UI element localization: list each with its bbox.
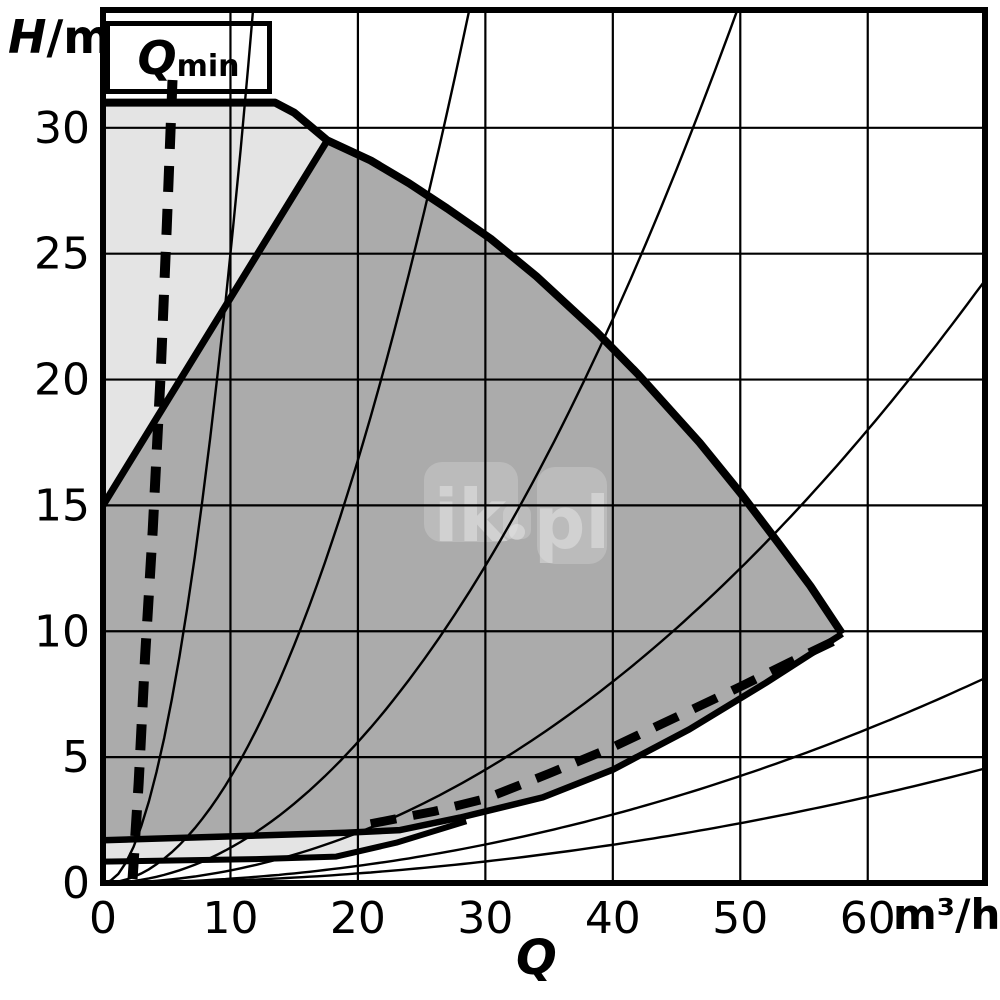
system-curve [175, 767, 983, 881]
grid-lines [103, 10, 985, 883]
qmin-dashed-curve [127, 79, 178, 881]
y-axis-unit-label: H/m [8, 10, 111, 64]
tick-labels: 0 10 20 30 40 50 60 0 5 10 15 20 25 30 [34, 103, 896, 944]
y-tick-label: 25 [34, 229, 90, 280]
system-curve [113, 12, 471, 881]
y-tick-label: 10 [34, 606, 90, 657]
watermark-text-right: pl [534, 481, 610, 565]
inner-dark-envelope-region [103, 140, 843, 841]
x-axis-unit-label: m³/h [893, 890, 1000, 939]
system-curve [135, 281, 983, 881]
y-tick-label: 20 [34, 355, 90, 406]
bottom-light-strip-region [103, 817, 467, 862]
y-tick-label: 0 [62, 858, 90, 909]
y-axis-symbol: H [8, 10, 47, 64]
x-tick-label: 10 [202, 893, 258, 944]
x-tick-label: 0 [89, 893, 117, 944]
x-tick-label: 50 [712, 893, 768, 944]
envelope-left-min-boundary [100, 138, 331, 508]
plot-frame [100, 7, 988, 886]
watermark-text-left: ik [434, 474, 509, 558]
y-tick-label: 5 [62, 732, 90, 783]
qmin-symbol: Q [137, 30, 177, 85]
x-tick-label: 40 [585, 893, 641, 944]
x-tick-label: 20 [330, 893, 386, 944]
y-tick-label: 30 [34, 103, 90, 154]
bottom-right-dashed-limit [369, 637, 836, 829]
x-tick-label: 30 [457, 893, 513, 944]
y-axis-unit: /m [46, 10, 112, 64]
envelope-bottom-boundary [102, 631, 844, 844]
x-tick-label: 60 [840, 893, 896, 944]
watermark: ik pl [424, 462, 610, 565]
y-tick-label: 15 [34, 480, 90, 531]
qmin-subscript: min [176, 48, 240, 84]
strip-bottom-boundary [102, 818, 468, 865]
watermark-dot [509, 524, 525, 540]
system-curve [156, 677, 983, 881]
envelope-top-boundary [103, 98, 846, 637]
x-axis-label: Q [516, 930, 557, 986]
